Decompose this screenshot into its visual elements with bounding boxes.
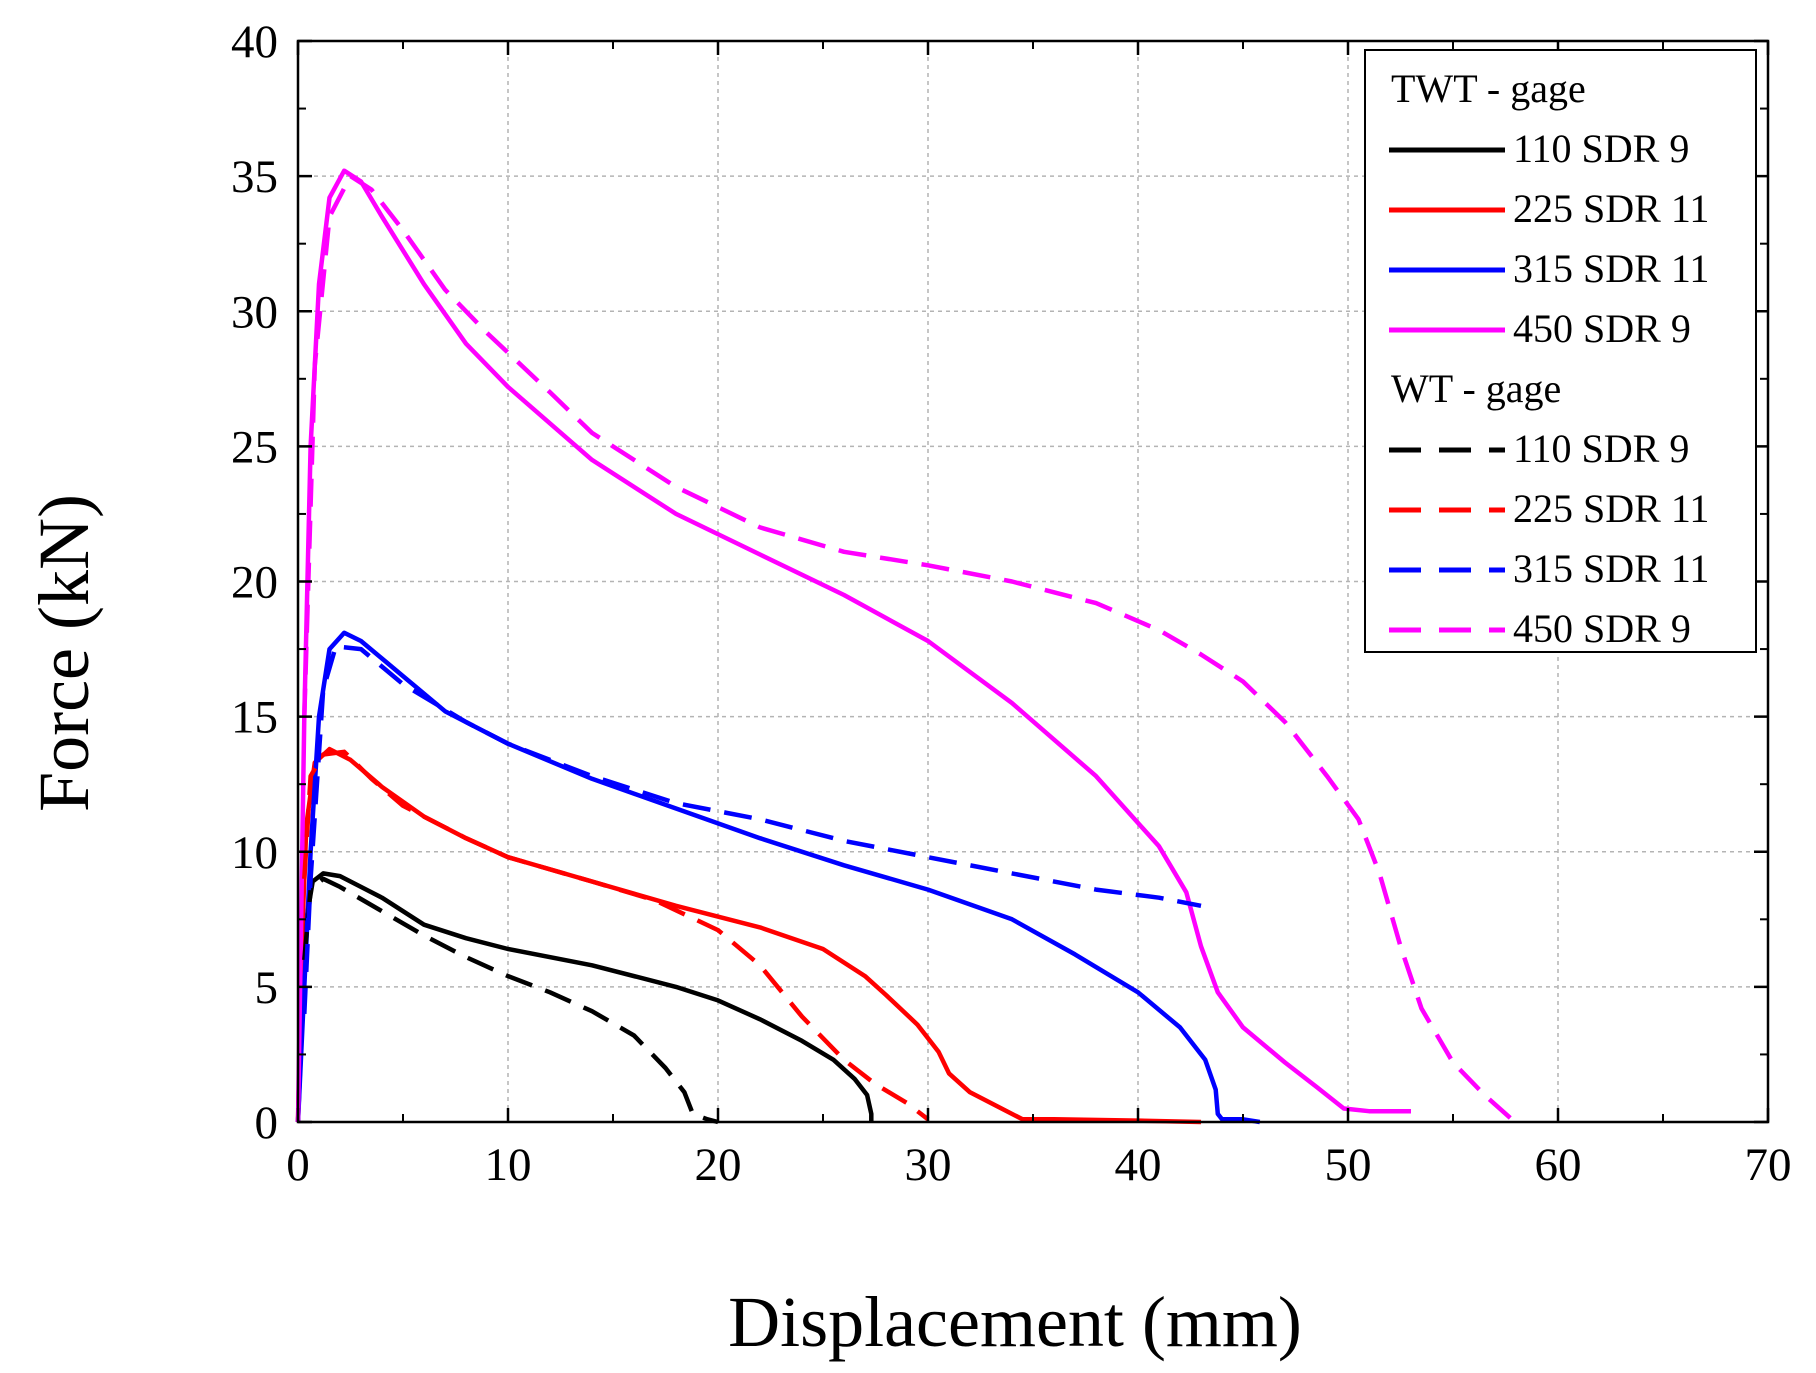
x-tick-label: 70 <box>1745 1139 1792 1191</box>
legend-label: 110 SDR 9 <box>1513 426 1689 471</box>
x-tick-label: 40 <box>1115 1139 1162 1191</box>
legend-label: 225 SDR 11 <box>1513 186 1709 231</box>
y-tick-label: 5 <box>255 962 279 1014</box>
axes: 0 10 20 30 40 50 60 70 0 5 10 15 20 25 30 35 40 <box>231 16 1792 1191</box>
x-tick-label: 0 <box>286 1139 310 1191</box>
legend-label: 225 SDR 11 <box>1513 486 1709 531</box>
y-tick-label: 30 <box>231 286 278 338</box>
y-tick-label: 40 <box>231 16 278 68</box>
series-line-315-sdr-11-dashed <box>302 644 1202 1015</box>
series-line-225-sdr-11-dashed <box>302 749 930 1122</box>
x-tick-label: 60 <box>1535 1139 1582 1191</box>
legend-group-title: TWT - gage <box>1391 66 1586 111</box>
y-tick-label: 25 <box>231 421 278 473</box>
legend-label: 110 SDR 9 <box>1513 126 1689 171</box>
x-tick-label: 10 <box>485 1139 532 1191</box>
legend-label: 450 SDR 9 <box>1513 606 1691 651</box>
y-tick-label: 20 <box>231 557 278 609</box>
x-tick-label: 50 <box>1325 1139 1372 1191</box>
y-tick-label: 15 <box>231 692 278 744</box>
y-axis-title: Force (kN) <box>24 494 104 812</box>
legend-group-title: WT - gage <box>1391 366 1561 411</box>
series-line-315-sdr-11-solid <box>295 630 1261 1125</box>
series-line-450-sdr-9-solid <box>295 168 1411 1123</box>
y-tick-label: 10 <box>231 827 278 879</box>
series-line-110-sdr-9-solid <box>295 871 874 1123</box>
x-tick-label: 30 <box>905 1139 952 1191</box>
y-tick-label: 0 <box>255 1097 279 1149</box>
series-line-450-sdr-9-dashed <box>302 173 1514 1121</box>
legend-label: 315 SDR 11 <box>1513 246 1709 291</box>
x-axis-title: Displacement (mm) <box>728 1282 1302 1362</box>
legend: TWT - gage 110 SDR 9 225 SDR 11 315 SDR 11 4… <box>1364 49 1757 653</box>
series-line-225-sdr-11-solid <box>295 746 1202 1125</box>
x-tick-label: 20 <box>695 1139 742 1191</box>
y-tick-label: 35 <box>231 151 278 203</box>
legend-label: 315 SDR 11 <box>1513 546 1709 591</box>
legend-label: 450 SDR 9 <box>1513 306 1691 351</box>
series-lines <box>295 168 1514 1125</box>
series-line-110-sdr-9-dashed <box>302 876 719 1125</box>
